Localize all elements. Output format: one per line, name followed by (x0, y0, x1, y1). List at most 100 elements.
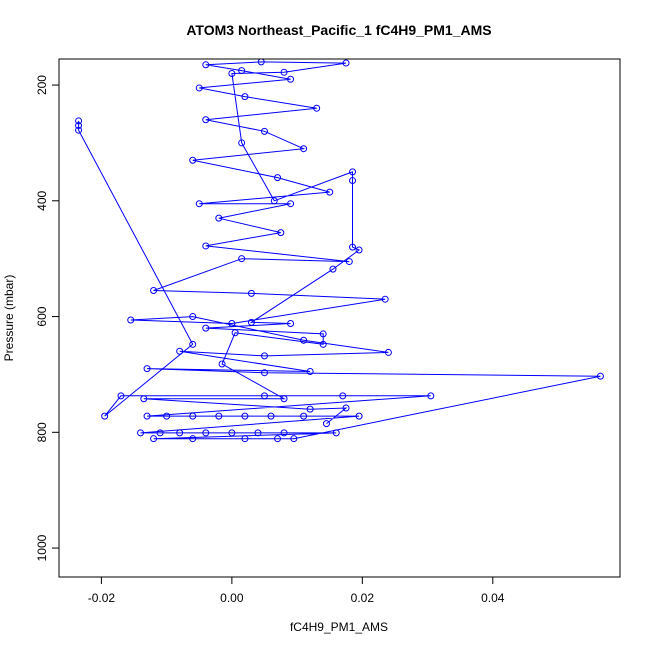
data-point (238, 255, 246, 263)
data-point (280, 68, 288, 76)
data-point (322, 420, 330, 428)
data-point (381, 295, 389, 303)
data-point (195, 84, 203, 92)
plot-area (75, 59, 604, 443)
data-point (287, 200, 295, 208)
data-point (313, 104, 321, 112)
data-point (274, 174, 282, 182)
data-point (342, 59, 350, 67)
data-point (228, 319, 236, 327)
data-point (247, 289, 255, 297)
y-tick-label: 400 (35, 190, 49, 210)
data-point (277, 229, 285, 237)
data-point (75, 117, 83, 125)
data-point (241, 412, 249, 420)
chart-title: ATOM3 Northeast_Pacific_1 fC4H9_PM1_AMS (186, 22, 491, 38)
data-point (127, 316, 135, 324)
data-point (280, 429, 288, 437)
y-axis: 200 400 600 800 1000 (35, 75, 59, 561)
data-point (290, 435, 298, 443)
y-tick-label: 200 (35, 75, 49, 95)
data-point (596, 372, 604, 380)
data-point (260, 127, 268, 135)
data-point (117, 392, 125, 400)
data-point (247, 318, 255, 326)
data-point (202, 116, 210, 124)
x-tick-label: 0.00 (220, 591, 244, 605)
data-point (238, 67, 246, 75)
data-point (300, 336, 308, 344)
data-point (215, 412, 223, 420)
y-tick-label: 600 (35, 306, 49, 326)
y-tick-label: 800 (35, 422, 49, 442)
data-point (202, 242, 210, 250)
data-point (345, 258, 353, 266)
data-point (143, 365, 151, 373)
data-point (241, 435, 249, 443)
data-point (319, 340, 327, 348)
data-point (349, 243, 357, 251)
data-point (218, 360, 226, 368)
data-point (176, 347, 184, 355)
series-line (78, 61, 601, 440)
data-point (306, 405, 314, 413)
data-point (189, 156, 197, 164)
data-point (257, 59, 265, 66)
data-point (228, 69, 236, 77)
data-point (300, 145, 308, 153)
data-point (202, 61, 210, 69)
data-point (287, 319, 295, 327)
data-point (254, 429, 262, 437)
data-point (140, 395, 148, 403)
data-point (143, 412, 151, 420)
data-point (270, 197, 278, 205)
x-tick-label: 0.04 (481, 591, 505, 605)
data-point (267, 412, 275, 420)
data-point (176, 429, 184, 437)
data-point (427, 392, 435, 400)
data-point (228, 429, 236, 437)
data-point (75, 122, 83, 130)
y-axis-label: Pressure (mbar) (2, 275, 16, 362)
data-point (329, 265, 337, 273)
x-tick-label: 0.02 (351, 591, 375, 605)
data-point (189, 340, 197, 348)
data-point (202, 429, 210, 437)
data-point (215, 214, 223, 222)
data-point (342, 404, 350, 412)
data-point (241, 93, 249, 101)
data-point (384, 348, 392, 356)
data-point (260, 392, 268, 400)
y-tick-label: 1000 (35, 534, 49, 561)
data-point (156, 429, 164, 437)
data-point (306, 368, 314, 376)
data-point (280, 395, 288, 403)
x-tick-label: -0.02 (88, 591, 116, 605)
data-point (274, 435, 282, 443)
data-point (339, 392, 347, 400)
data-point (137, 429, 145, 437)
data-point (238, 139, 246, 147)
data-point (189, 412, 197, 420)
data-point (231, 329, 239, 337)
data-point (300, 412, 308, 420)
data-point (202, 324, 210, 332)
data-point (287, 75, 295, 83)
data-point (319, 330, 327, 338)
data-point (150, 287, 158, 295)
data-point (195, 200, 203, 208)
data-point (189, 435, 197, 443)
data-point (75, 126, 83, 134)
data-point (260, 352, 268, 360)
x-axis: -0.02 0.00 0.02 0.04 (88, 576, 505, 605)
data-point (355, 412, 363, 420)
data-point (349, 177, 357, 185)
data-point (349, 168, 357, 176)
data-point (326, 188, 334, 196)
data-point (150, 435, 158, 443)
x-axis-label: fC4H9_PM1_AMS (290, 620, 388, 634)
data-point (189, 313, 197, 321)
data-point (163, 412, 171, 420)
data-point (260, 369, 268, 377)
